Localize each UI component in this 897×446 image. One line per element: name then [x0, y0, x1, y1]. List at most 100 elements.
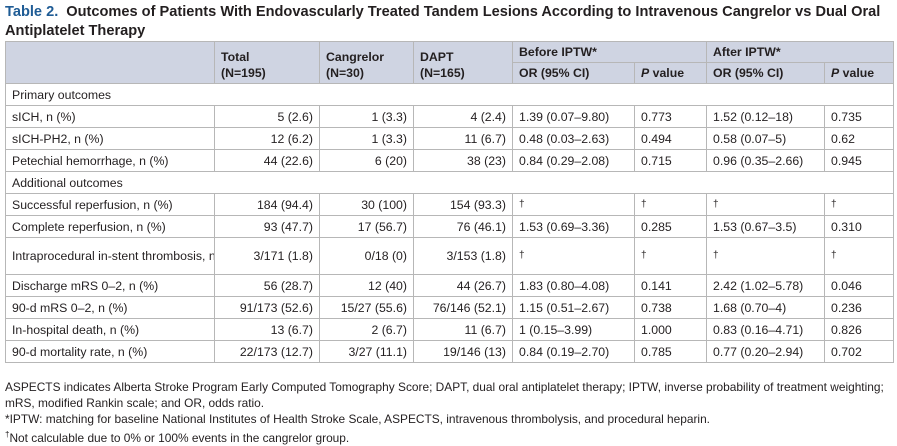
cell-or-before: 1.53 (0.69–3.36): [512, 215, 635, 238]
cell-or-before: 0.84 (0.19–2.70): [512, 340, 635, 363]
section-heading: Primary outcomes: [4, 83, 895, 106]
cell-or-after: 0.83 (0.16–4.71): [706, 318, 826, 341]
abbreviations-note: ASPECTS indicates Alberta Stroke Program…: [5, 380, 884, 410]
cell-or-before: 1.39 (0.07–9.80): [512, 105, 635, 128]
cell-p-after: 0.735: [824, 105, 895, 128]
cell-total: 3/171 (1.8): [214, 237, 320, 275]
table-body: Primary outcomes sICH, n (%) 5 (2.6) 1 (3.3…: [4, 83, 895, 363]
cell-p-after: †: [824, 237, 895, 275]
row-label: Complete reperfusion, n (%): [5, 215, 215, 238]
row-label: Intraprocedural in-stent thrombosis, n (…: [5, 237, 215, 275]
cell-total: 184 (94.4): [214, 193, 320, 216]
cell-p-after: 0.702: [824, 340, 895, 363]
cell-p-before: 0.141: [633, 274, 708, 297]
cell-p-before: 0.715: [633, 149, 708, 172]
cell-cangrelor: 1 (3.3): [319, 105, 414, 128]
cell-cangrelor: 30 (100): [319, 193, 414, 216]
row-label: Discharge mRS 0–2, n (%): [5, 274, 215, 297]
section-row: Additional outcomes: [4, 171, 895, 194]
table-row: sICH-PH2, n (%) 12 (6.2) 1 (3.3) 11 (6.7) 0.…: [5, 127, 895, 150]
cell-or-before: †: [512, 193, 635, 216]
cell-or-after: †: [706, 237, 826, 275]
cell-or-after: 1.53 (0.67–3.5): [706, 215, 826, 238]
cell-or-before: 0.84 (0.29–2.08): [512, 149, 635, 172]
cell-p-after: 0.62: [824, 127, 895, 150]
cell-or-after: 1.52 (0.12–18): [706, 105, 826, 128]
table-row: Petechial hemorrhage, n (%) 44 (22.6) 6 (2…: [5, 149, 895, 172]
cell-cangrelor: 15/27 (55.6): [319, 296, 414, 319]
cell-p-before: 0.738: [633, 296, 708, 319]
table-number: Table 2.: [5, 4, 59, 20]
cell-cangrelor: 1 (3.3): [319, 127, 414, 150]
cell-or-after: 0.96 (0.35–2.66): [706, 149, 826, 172]
cell-dapt: 11 (6.7): [413, 127, 513, 150]
cell-p-before: †: [633, 193, 708, 216]
header-blank: [5, 41, 215, 84]
header-p-after: P value: [824, 62, 895, 84]
header-after-iptw: After IPTW*: [706, 41, 895, 63]
cell-total: 5 (2.6): [214, 105, 320, 128]
header-p-before: P value: [633, 62, 708, 84]
cell-cangrelor: 0/18 (0): [319, 237, 414, 275]
cell-dapt: 76/146 (52.1): [413, 296, 513, 319]
table-row: Intraprocedural in-stent thrombosis, n (…: [5, 237, 895, 275]
table-footnotes: ASPECTS indicates Alberta Stroke Program…: [5, 379, 893, 446]
header-cangrelor: Cangrelor (N=30): [319, 41, 414, 84]
cell-p-after: 0.236: [824, 296, 895, 319]
row-label: sICH, n (%): [5, 105, 215, 128]
cell-p-after: 0.046: [824, 274, 895, 297]
row-label: sICH-PH2, n (%): [5, 127, 215, 150]
cell-p-after: †: [824, 193, 895, 216]
table-row: 90-d mRS 0–2, n (%) 91/173 (52.6) 15/27 (5…: [5, 296, 895, 319]
cell-total: 93 (47.7): [214, 215, 320, 238]
cell-dapt: 11 (6.7): [413, 318, 513, 341]
cell-or-before: 0.48 (0.03–2.63): [512, 127, 635, 150]
header-dapt: DAPT (N=165): [413, 41, 513, 84]
iptw-note: *IPTW: matching for baseline National In…: [5, 412, 710, 426]
table-row: In-hospital death, n (%) 13 (6.7) 2 (6.7) 1…: [5, 318, 895, 341]
cell-dapt: 3/153 (1.8): [413, 237, 513, 275]
cell-or-before: 1.15 (0.51–2.67): [512, 296, 635, 319]
cell-dapt: 76 (46.1): [413, 215, 513, 238]
cell-total: 12 (6.2): [214, 127, 320, 150]
cell-p-before: 0.494: [633, 127, 708, 150]
cell-p-after: 0.826: [824, 318, 895, 341]
cell-or-after: 2.42 (1.02–5.78): [706, 274, 826, 297]
dagger-note: †Not calculable due to 0% or 100% events…: [5, 430, 350, 445]
cell-or-after: 0.58 (0.07–5): [706, 127, 826, 150]
cell-p-after: 0.945: [824, 149, 895, 172]
cell-or-after: 0.77 (0.20–2.94): [706, 340, 826, 363]
section-heading: Additional outcomes: [4, 171, 895, 194]
cell-or-after: †: [706, 193, 826, 216]
cell-p-before: 1.000: [633, 318, 708, 341]
cell-total: 44 (22.6): [214, 149, 320, 172]
table-row: Discharge mRS 0–2, n (%) 56 (28.7) 12 (40)…: [5, 274, 895, 297]
cell-cangrelor: 6 (20): [319, 149, 414, 172]
cell-dapt: 38 (23): [413, 149, 513, 172]
section-row: Primary outcomes: [4, 83, 895, 106]
header-or-before: OR (95% CI): [512, 62, 635, 84]
row-label: Petechial hemorrhage, n (%): [5, 149, 215, 172]
cell-dapt: 44 (26.7): [413, 274, 513, 297]
cell-dapt: 19/146 (13): [413, 340, 513, 363]
header-or-after: OR (95% CI): [706, 62, 826, 84]
cell-or-before: †: [512, 237, 635, 275]
table-row: Complete reperfusion, n (%) 93 (47.7) 17 (…: [5, 215, 895, 238]
cell-dapt: 154 (93.3): [413, 193, 513, 216]
cell-p-before: †: [633, 237, 708, 275]
cell-cangrelor: 2 (6.7): [319, 318, 414, 341]
cell-p-after: 0.310: [824, 215, 895, 238]
row-label: In-hospital death, n (%): [5, 318, 215, 341]
cell-cangrelor: 12 (40): [319, 274, 414, 297]
cell-total: 13 (6.7): [214, 318, 320, 341]
row-label: Successful reperfusion, n (%): [5, 193, 215, 216]
cell-cangrelor: 17 (56.7): [319, 215, 414, 238]
cell-total: 91/173 (52.6): [214, 296, 320, 319]
table-title: Outcomes of Patients With Endovascularly…: [5, 4, 881, 39]
outcomes-table: Total (N=195) Cangrelor (N=30) DAPT (N=165)…: [4, 41, 895, 363]
table-row: Successful reperfusion, n (%) 184 (94.4) 3…: [5, 193, 895, 216]
cell-or-before: 1.83 (0.80–4.08): [512, 274, 635, 297]
header-before-iptw: Before IPTW*: [511, 41, 708, 63]
cell-p-before: 0.785: [633, 340, 708, 363]
